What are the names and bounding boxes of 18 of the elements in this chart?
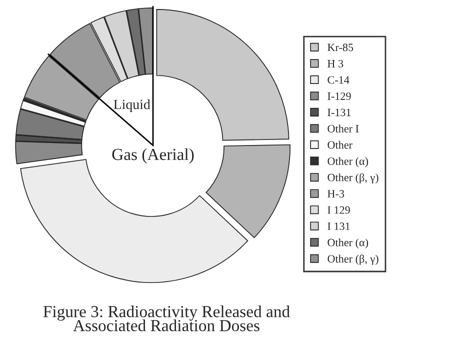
legend-label: H 3 xyxy=(328,60,344,68)
legend-label: Other (β, γ) xyxy=(328,254,378,265)
legend-label: Kr-85 xyxy=(328,44,354,52)
legend-label: I-129 xyxy=(328,92,351,100)
legend-label: Other I xyxy=(328,124,359,132)
legend-label: I-131 xyxy=(328,108,351,116)
legend-label: Other xyxy=(328,140,352,149)
legend-label: C-14 xyxy=(328,76,350,84)
legend-label: H-3 xyxy=(328,190,344,198)
legend-label: Other (α) xyxy=(328,238,368,249)
text: Figure 3: Radioactivity Released and Associated Radiation Doses xyxy=(43,306,290,332)
legend-label: I 131 xyxy=(328,222,350,230)
legend-label: I 129 xyxy=(328,206,350,214)
legend-label: Other (β, γ) xyxy=(328,173,378,184)
text: Liquid xyxy=(114,99,150,112)
text: Gas (Aerial) xyxy=(112,148,194,164)
legend-label: Other (α) xyxy=(328,157,368,168)
donut-slice xyxy=(206,144,290,238)
